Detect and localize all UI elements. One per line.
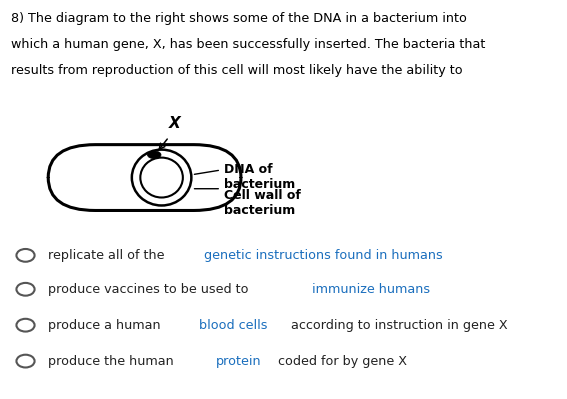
Ellipse shape [141, 158, 183, 198]
Circle shape [16, 249, 35, 262]
Circle shape [16, 355, 35, 367]
FancyBboxPatch shape [48, 144, 241, 211]
Ellipse shape [147, 151, 161, 159]
Text: produce the human: produce the human [48, 355, 178, 367]
Circle shape [16, 283, 35, 296]
Text: X: X [169, 116, 180, 131]
Circle shape [16, 319, 35, 332]
Text: replicate all of the: replicate all of the [48, 249, 169, 262]
Text: immunize humans: immunize humans [312, 283, 430, 296]
Text: genetic instructions found in humans: genetic instructions found in humans [204, 249, 442, 262]
Text: produce a human: produce a human [48, 319, 165, 332]
Text: produce vaccines to be used to: produce vaccines to be used to [48, 283, 253, 296]
Text: protein: protein [215, 355, 261, 367]
Text: which a human gene, X, has been successfully inserted. The bacteria that: which a human gene, X, has been successf… [11, 38, 486, 51]
Ellipse shape [132, 150, 192, 205]
Text: results from reproduction of this cell will most likely have the ability to: results from reproduction of this cell w… [11, 64, 463, 77]
Text: 8) The diagram to the right shows some of the DNA in a bacterium into: 8) The diagram to the right shows some o… [11, 12, 467, 25]
Text: according to instruction in gene X: according to instruction in gene X [287, 319, 507, 332]
Text: coded for by gene X: coded for by gene X [274, 355, 408, 367]
Text: Cell wall of
bacterium: Cell wall of bacterium [224, 189, 301, 217]
Text: DNA of
bacterium: DNA of bacterium [224, 163, 295, 191]
Text: blood cells: blood cells [198, 319, 267, 332]
